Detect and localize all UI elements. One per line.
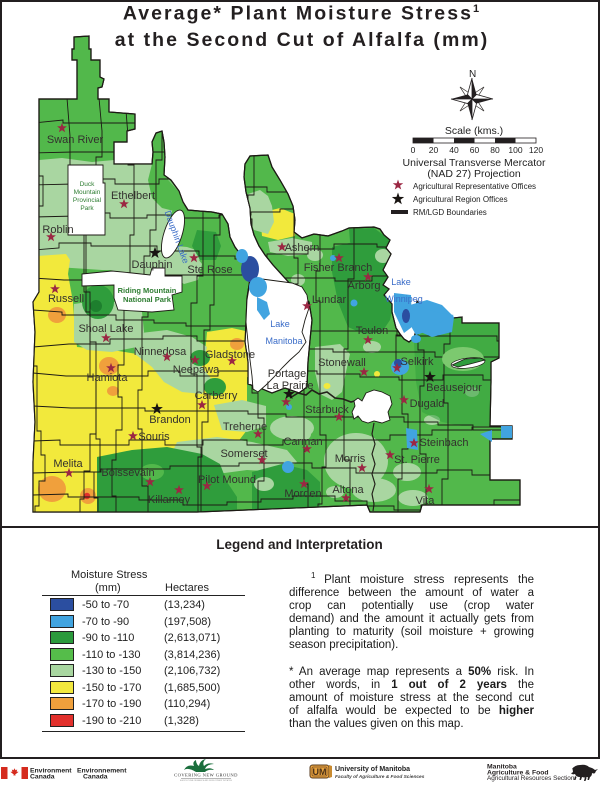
svg-text:Carberry: Carberry: [195, 390, 238, 402]
svg-text:Neepawa: Neepawa: [173, 364, 220, 376]
svg-text:Riding Mountain: Riding Mountain: [118, 286, 177, 295]
svg-text:Agriculture & Food: Agriculture & Food: [487, 770, 549, 777]
svg-text:Starbuck: Starbuck: [305, 404, 349, 416]
svg-text:Treherne: Treherne: [223, 421, 267, 433]
svg-text:Beausejour: Beausejour: [426, 382, 482, 394]
svg-text:Canada: Canada: [30, 774, 55, 781]
svg-text:Ste Rose: Ste Rose: [187, 264, 232, 276]
svg-text:Canada: Canada: [83, 774, 108, 781]
svg-text:Duck: Duck: [80, 181, 96, 188]
svg-text:Swan River: Swan River: [47, 134, 104, 146]
svg-text:Morris: Morris: [335, 453, 366, 465]
svg-text:20: 20: [429, 145, 439, 155]
svg-text:Lundar: Lundar: [312, 294, 347, 306]
svg-text:Boissevain: Boissevain: [101, 467, 154, 479]
svg-text:120: 120: [529, 145, 543, 155]
svg-text:Ninnedosa: Ninnedosa: [134, 346, 187, 358]
svg-text:Dugald: Dugald: [410, 398, 445, 410]
svg-text:Brandon: Brandon: [149, 414, 191, 426]
svg-text:St. Pierre: St. Pierre: [394, 454, 440, 466]
svg-text:Souris: Souris: [138, 431, 170, 443]
svg-text:Shoal Lake: Shoal Lake: [78, 323, 133, 335]
svg-text:Selkirk: Selkirk: [400, 356, 434, 368]
svg-text:60: 60: [470, 145, 480, 155]
svg-text:Arborg: Arborg: [347, 280, 380, 292]
svg-text:Manitoba: Manitoba: [265, 336, 302, 346]
svg-text:Melita: Melita: [53, 458, 83, 470]
svg-text:Environment: Environment: [30, 768, 72, 775]
svg-text:Universal Transverse Mercator: Universal Transverse Mercator: [403, 157, 546, 169]
svg-text:National Park: National Park: [123, 295, 172, 304]
svg-text:Roblin: Roblin: [42, 224, 73, 236]
svg-text:Steinbach: Steinbach: [420, 437, 469, 449]
svg-text:80: 80: [490, 145, 500, 155]
svg-text:Killarney: Killarney: [148, 494, 191, 506]
svg-text:Environnement: Environnement: [77, 768, 127, 775]
svg-text:N: N: [469, 69, 476, 80]
svg-text:University of Manitoba: University of Manitoba: [335, 766, 410, 773]
svg-text:AGRICULTURAL RESEARCH AND DEVE: AGRICULTURAL RESEARCH AND DEVELOPMENT IN…: [180, 779, 233, 782]
svg-text:Park: Park: [80, 205, 94, 212]
svg-text:Agricultural Region Offices: Agricultural Region Offices: [413, 195, 508, 204]
svg-text:COVERING NEW GROUND: COVERING NEW GROUND: [174, 773, 238, 778]
svg-text:Altona: Altona: [332, 484, 364, 496]
svg-text:Lake: Lake: [391, 277, 411, 287]
svg-text:Scale (kms.): Scale (kms.): [445, 125, 503, 137]
svg-text:Gladstone: Gladstone: [205, 349, 255, 361]
svg-text:(NAD 27) Projection: (NAD 27) Projection: [427, 168, 521, 180]
svg-text:Lake: Lake: [270, 319, 290, 329]
svg-text:40: 40: [449, 145, 459, 155]
svg-text:Agricultural Representative Of: Agricultural Representative Offices: [413, 182, 536, 191]
svg-text:Carman: Carman: [283, 436, 322, 448]
svg-text:Ashern: Ashern: [285, 242, 320, 254]
svg-text:Provincial: Provincial: [73, 197, 102, 204]
svg-text:Morden: Morden: [284, 488, 321, 500]
svg-text:Pilot Mound: Pilot Mound: [198, 474, 256, 486]
svg-text:RM/LGD Boundaries: RM/LGD Boundaries: [413, 208, 487, 217]
svg-text:Somerset: Somerset: [220, 448, 267, 460]
svg-text:La Prairie: La Prairie: [266, 380, 313, 392]
svg-text:Manitoba: Manitoba: [487, 764, 517, 771]
svg-text:Russell: Russell: [48, 293, 84, 305]
svg-text:Vita: Vita: [416, 495, 436, 507]
svg-text:UM: UM: [313, 767, 327, 777]
svg-text:Mountain: Mountain: [74, 189, 101, 196]
svg-text:Dauphin: Dauphin: [132, 259, 173, 271]
svg-text:100: 100: [508, 145, 522, 155]
svg-text:Stonewall: Stonewall: [318, 357, 366, 369]
svg-text:Portage: Portage: [268, 368, 307, 380]
svg-text:Ethelbert: Ethelbert: [111, 190, 155, 202]
svg-text:Fisher Branch: Fisher Branch: [304, 262, 372, 274]
svg-text:Hamiota: Hamiota: [87, 372, 129, 384]
svg-text:Winnipeg: Winnipeg: [385, 294, 423, 304]
svg-text:Faculty of Agriculture & Food: Faculty of Agriculture & Food Sciences: [335, 774, 425, 780]
svg-text:Agricultural Resources Section: Agricultural Resources Section: [487, 775, 575, 782]
svg-text:Teulon: Teulon: [356, 325, 388, 337]
svg-text:0: 0: [411, 145, 416, 155]
